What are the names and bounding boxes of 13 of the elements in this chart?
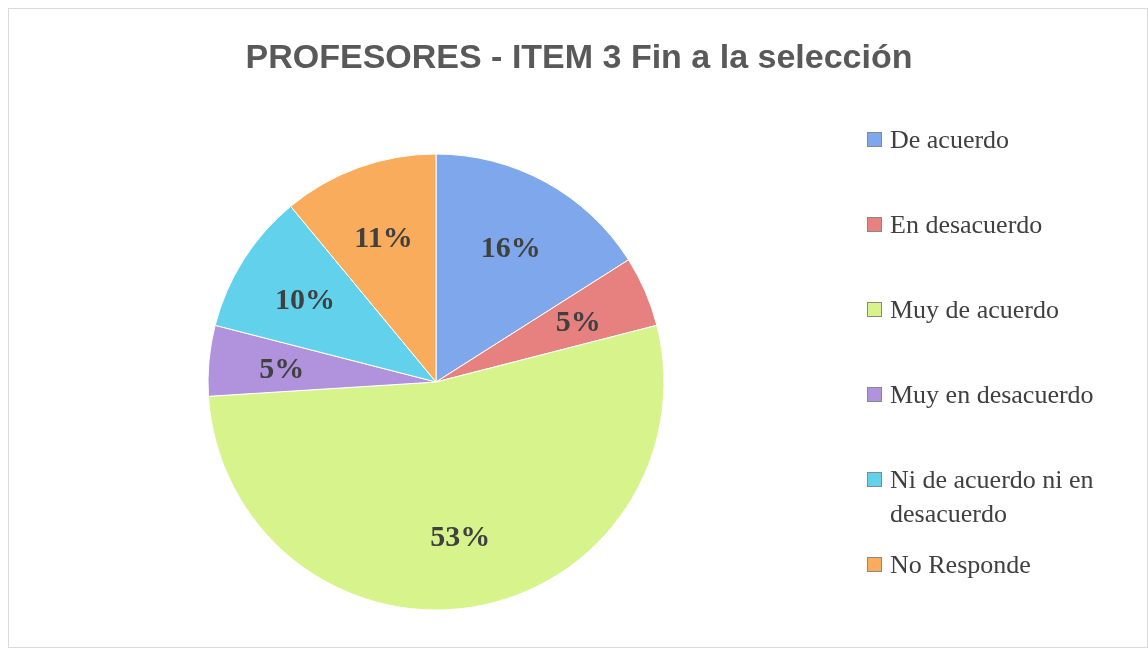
legend-label: Muy en desacuerdo [890, 379, 1094, 411]
data-label: 16% [480, 229, 541, 263]
data-label: 10% [275, 282, 336, 316]
data-label: 11% [354, 219, 413, 253]
legend-label: De acuerdo [890, 124, 1010, 156]
legend-label: Ni de acuerdo ni en desacuerdo [890, 464, 1095, 530]
legend-label: No Responde [890, 549, 1031, 581]
legend-label: Muy de acuerdo [890, 294, 1059, 326]
chart-title: PROFESORES - ITEM 3 Fin a la selección [244, 37, 914, 76]
data-label: 53% [430, 518, 491, 552]
data-label: 5% [555, 303, 601, 337]
legend-label: En desacuerdo [890, 209, 1043, 241]
data-label: 5% [259, 350, 305, 384]
